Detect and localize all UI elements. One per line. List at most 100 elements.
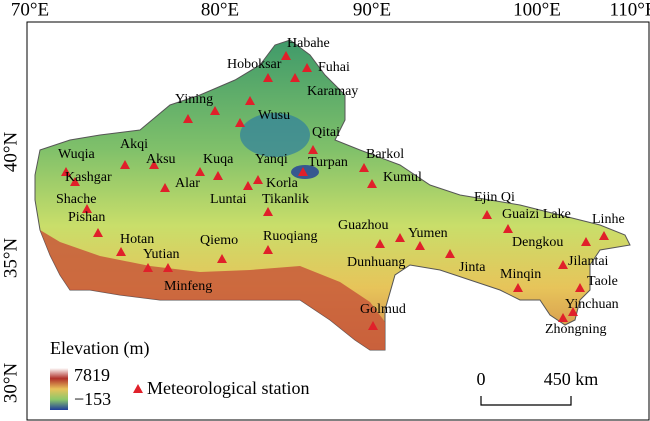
station-marker <box>359 163 369 172</box>
station-label: Minqin <box>500 267 541 282</box>
station-marker <box>120 160 130 169</box>
station-label: Kumul <box>383 170 422 185</box>
station-label: Dunhuang <box>347 255 405 270</box>
longitude-label: 80°E <box>201 0 239 20</box>
station-label: Taole <box>587 274 618 289</box>
station-marker <box>149 160 159 169</box>
station-label: Dengkou <box>512 235 563 250</box>
station-marker <box>368 321 378 330</box>
station-label: Ejin Qi <box>474 190 515 205</box>
station-marker <box>213 171 223 180</box>
station-label: Guazhou <box>338 218 389 233</box>
station-label: Ruoqiang <box>263 229 317 244</box>
station-marker <box>558 313 568 322</box>
junggar-basin <box>240 113 310 157</box>
station-marker <box>599 231 609 240</box>
station-marker <box>281 51 291 60</box>
station-marker <box>143 263 153 272</box>
legend-marker <box>133 384 143 393</box>
station-label: Qiemo <box>200 233 238 248</box>
station-marker <box>61 167 71 176</box>
station-label: Kashgar <box>65 170 112 185</box>
station-marker <box>575 283 585 292</box>
legend-min: −153 <box>74 389 111 409</box>
station-marker <box>195 167 205 176</box>
station-marker <box>263 73 273 82</box>
station-marker <box>116 247 126 256</box>
station-label: Jinta <box>459 260 486 275</box>
station-marker <box>210 106 220 115</box>
station-label: Yinchuan <box>565 297 619 312</box>
station-marker <box>160 183 170 192</box>
station-label: Guaizi Lake <box>502 207 571 222</box>
station-marker <box>70 177 80 186</box>
station-label: Yining <box>175 92 213 107</box>
station-label: Shache <box>56 192 96 207</box>
legend-title: Elevation (m) <box>50 338 149 359</box>
legend-max: 7819 <box>74 365 110 385</box>
station-label: Hoboksar <box>227 57 282 72</box>
station-marker <box>302 63 312 72</box>
latitude-label: 40°N <box>0 132 21 173</box>
station-label: Luntai <box>210 192 247 207</box>
station-label: Yutian <box>143 247 180 262</box>
station-marker <box>183 114 193 123</box>
station-label: Wuqia <box>58 147 96 162</box>
longitude-label: 90°E <box>353 0 391 20</box>
station-label: Karamay <box>307 84 358 99</box>
station-label: Yanqi <box>255 152 288 167</box>
station-marker <box>217 254 227 263</box>
station-marker <box>263 245 273 254</box>
station-marker <box>482 210 492 219</box>
station-label: Pishan <box>68 210 105 225</box>
station-label: Turpan <box>308 155 348 170</box>
station-label: Yumen <box>408 226 448 241</box>
station-marker <box>245 96 255 105</box>
station-marker <box>163 263 173 272</box>
station-marker <box>243 181 253 190</box>
station-marker <box>263 207 273 216</box>
station-marker <box>415 241 425 250</box>
station-marker <box>93 228 103 237</box>
station-label: Akqi <box>120 137 148 152</box>
station-marker <box>395 233 405 242</box>
scale-start: 0 <box>477 369 486 389</box>
station-marker <box>503 224 513 233</box>
station-marker <box>558 260 568 269</box>
station-label: Jilantai <box>568 254 609 269</box>
longitude-label: 70°E <box>11 0 49 20</box>
scale-end: 450 km <box>544 369 599 389</box>
station-marker <box>513 283 523 292</box>
station-label: Qitai <box>312 125 340 140</box>
station-label: Zhongning <box>545 322 606 337</box>
station-marker <box>367 179 377 188</box>
latitude-label: 30°N <box>0 363 21 404</box>
station-marker <box>298 167 308 176</box>
longitude-label: 100°E <box>513 0 561 20</box>
longitude-label: 110°E <box>610 0 650 20</box>
station-marker <box>308 145 318 154</box>
station-label: Kuqa <box>203 152 234 167</box>
station-label: Alar <box>175 176 200 191</box>
station-label: Tikanlik <box>262 192 309 207</box>
station-marker <box>235 118 245 127</box>
station-label: Golmud <box>360 302 406 317</box>
station-marker <box>253 175 263 184</box>
station-label: Aksu <box>146 152 176 167</box>
station-marker <box>581 237 591 246</box>
station-marker <box>445 249 455 258</box>
station-label: Wusu <box>258 108 290 123</box>
station-marker <box>82 204 92 213</box>
station-label: Fuhai <box>318 60 350 75</box>
station-label: Minfeng <box>164 279 212 294</box>
station-marker <box>290 73 300 82</box>
station-label: Korla <box>266 176 299 191</box>
scale-bar <box>480 396 572 406</box>
station-label: Habahe <box>287 36 330 51</box>
latitude-label: 35°N <box>0 238 21 279</box>
legend-station: Meteorological station <box>147 378 309 398</box>
station-marker <box>568 307 578 316</box>
legend-colorbar <box>50 368 68 410</box>
station-label: Barkol <box>366 147 404 162</box>
